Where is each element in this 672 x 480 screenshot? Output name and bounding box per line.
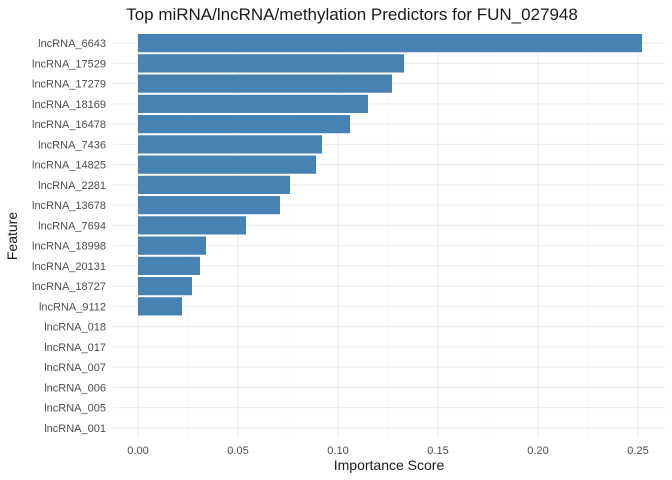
y-tick-label: lncRNA_018 (44, 322, 106, 334)
y-tick-label: lncRNA_13678 (32, 200, 106, 212)
y-tick-label: lncRNA_18169 (32, 99, 106, 111)
y-tick-label: lncRNA_20131 (32, 261, 106, 273)
y-tick-label: lncRNA_005 (44, 403, 106, 415)
chart-title: Top miRNA/lncRNA/methylation Predictors … (126, 5, 578, 24)
y-tick-label: lncRNA_7436 (38, 139, 106, 151)
y-tick-label: lncRNA_7694 (38, 220, 106, 232)
bars (138, 34, 642, 316)
y-tick-label: lncRNA_6643 (38, 38, 106, 50)
y-tick-label: lncRNA_14825 (32, 160, 106, 172)
grid (113, 33, 665, 438)
bar (138, 34, 642, 53)
y-tick-label: lncRNA_007 (44, 362, 106, 374)
x-tick-label: 0.15 (427, 445, 448, 457)
bar (138, 155, 316, 174)
y-tick-label: lncRNA_17279 (32, 79, 106, 91)
bar (138, 297, 182, 316)
bar (138, 256, 200, 275)
y-tick-label: lncRNA_9112 (39, 301, 106, 313)
x-tick-label: 0.25 (627, 445, 648, 457)
x-tick-labels: 0.00 0.05 0.10 0.15 0.20 0.25 (127, 445, 648, 457)
y-tick-label: lncRNA_16478 (32, 119, 106, 131)
bar (138, 196, 280, 215)
y-tick-label: lncRNA_001 (44, 423, 106, 435)
y-tick-label: lncRNA_2281 (38, 180, 106, 192)
x-tick-label: 0.05 (227, 445, 248, 457)
bar (138, 277, 192, 296)
y-tick-label: lncRNA_18727 (32, 281, 106, 293)
bar (138, 94, 368, 113)
y-axis-label: Feature (4, 212, 20, 260)
y-tick-labels: lncRNA_6643 lncRNA_17529 lncRNA_17279 lncRN… (32, 38, 106, 435)
bar (138, 216, 246, 235)
x-tick-label: 0.20 (527, 445, 548, 457)
bar (138, 236, 206, 255)
y-tick-label: lncRNA_017 (44, 342, 106, 354)
x-tick-label: 0.00 (127, 445, 148, 457)
y-tick-label: lncRNA_006 (44, 382, 106, 394)
x-axis-label: Importance Score (334, 457, 445, 473)
x-tick-label: 0.10 (327, 445, 348, 457)
y-tick-label: lncRNA_17529 (32, 58, 106, 70)
bar (138, 54, 404, 73)
bar (138, 74, 392, 93)
bar (138, 135, 322, 154)
y-tick-label: lncRNA_18998 (32, 241, 106, 253)
bar (138, 175, 290, 194)
bar (138, 115, 350, 134)
